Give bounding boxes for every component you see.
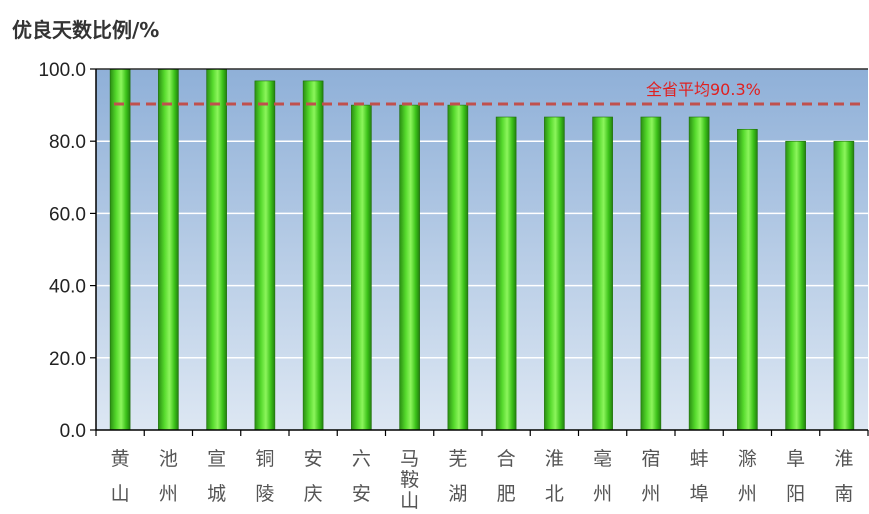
y-tick-label: 20.0 (49, 349, 86, 370)
bar-淮南 (833, 140, 855, 431)
y-tick-label: 80.0 (49, 132, 86, 153)
x-tick-label: 淮南 (834, 448, 853, 505)
x-tick-label: 合肥 (497, 448, 516, 505)
y-tick-label: 0.0 (60, 421, 86, 442)
bar-滁州 (737, 128, 758, 431)
x-tick-label: 阜阳 (786, 448, 805, 505)
x-tick-label: 亳州 (593, 448, 612, 505)
bar-淮北 (544, 116, 565, 431)
y-tick-label: 40.0 (49, 277, 86, 298)
x-tick-label: 安庆 (304, 448, 323, 505)
bar-六安 (351, 104, 372, 431)
x-tick-label: 蚌埠 (690, 448, 709, 505)
bar-亳州 (592, 116, 613, 431)
y-tick-label: 60.0 (49, 204, 86, 225)
x-tick-label: 池州 (159, 448, 178, 505)
y-tick-label: 100.0 (38, 60, 86, 81)
bar-蚌埠 (688, 116, 710, 431)
bar-池州 (158, 68, 179, 431)
bar-芜湖 (447, 104, 469, 431)
bar-宿州 (640, 116, 662, 431)
chart-title: 优良天数比例/% (12, 18, 160, 42)
x-tick-label: 宿州 (641, 448, 660, 505)
axes (90, 68, 869, 436)
bar-宣城 (206, 68, 227, 431)
reference-line-label: 全省平均90.3% (646, 80, 761, 99)
reference-line-group: 全省平均90.3% (114, 80, 860, 106)
bar-马鞍山 (399, 104, 420, 431)
x-tick-label: 黄山 (111, 448, 130, 505)
bar-黄山 (109, 68, 131, 431)
x-tick-label: 六安 (352, 448, 371, 505)
bar-铜陵 (254, 80, 276, 431)
x-tick-label: 淮北 (545, 448, 564, 505)
x-tick-label: 滁州 (738, 448, 757, 505)
x-tick-label: 芜湖 (448, 448, 467, 505)
x-tick-label: 马鞍山 (400, 448, 419, 512)
x-tick-label: 铜陵 (255, 448, 274, 505)
bar-合肥 (495, 116, 517, 431)
x-tick-label: 宣城 (207, 448, 226, 505)
bar-安庆 (302, 80, 324, 431)
y-tick-labels: 0.0 20.0 40.0 60.0 80.0 100.0 (38, 60, 86, 442)
bar-阜阳 (785, 140, 806, 431)
